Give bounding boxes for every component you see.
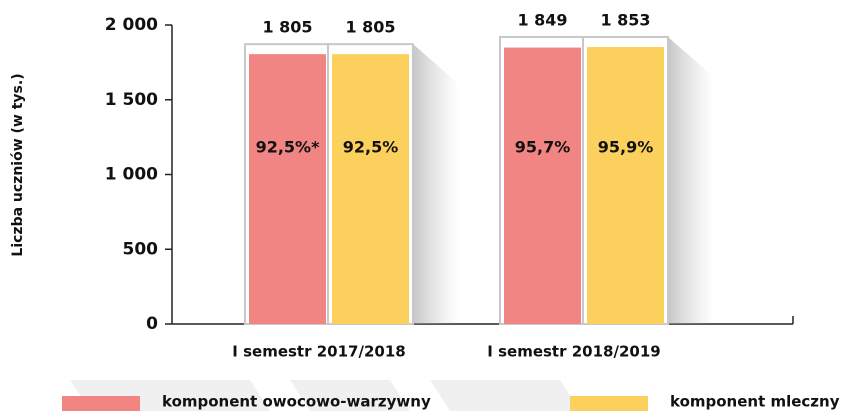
percent-label: 92,5% xyxy=(343,138,399,157)
y-tick-label: 1 000 xyxy=(105,165,158,185)
value-label: 1 805 xyxy=(262,18,312,37)
bar xyxy=(332,54,409,325)
bar xyxy=(249,54,326,325)
y-tick-label: 2 000 xyxy=(105,15,158,35)
x-tick-label: I semestr 2018/2019 xyxy=(487,343,660,361)
percent-label: 95,9% xyxy=(598,138,654,157)
legend-swatch xyxy=(570,396,648,411)
x-tick-label: I semestr 2017/2018 xyxy=(232,343,405,361)
bar-shadow xyxy=(668,36,714,324)
legend-label: komponent owocowo-warzywny xyxy=(162,393,431,411)
value-label: 1 805 xyxy=(345,18,395,37)
bar xyxy=(504,47,581,325)
percent-label: 92,5%* xyxy=(256,138,321,157)
bar-shadow xyxy=(413,44,459,325)
y-tick-label: 0 xyxy=(146,314,158,334)
legend-label: komponent mleczny xyxy=(670,393,840,411)
bar xyxy=(587,46,664,324)
y-axis-label: Liczba uczniów (w tys.) xyxy=(10,73,26,256)
value-label: 1 849 xyxy=(517,10,567,29)
y-tick-label: 1 500 xyxy=(105,90,158,110)
y-tick-label: 500 xyxy=(123,239,159,259)
value-label: 1 853 xyxy=(600,10,650,29)
legend-swatch xyxy=(62,396,140,411)
percent-label: 95,7% xyxy=(515,138,571,157)
